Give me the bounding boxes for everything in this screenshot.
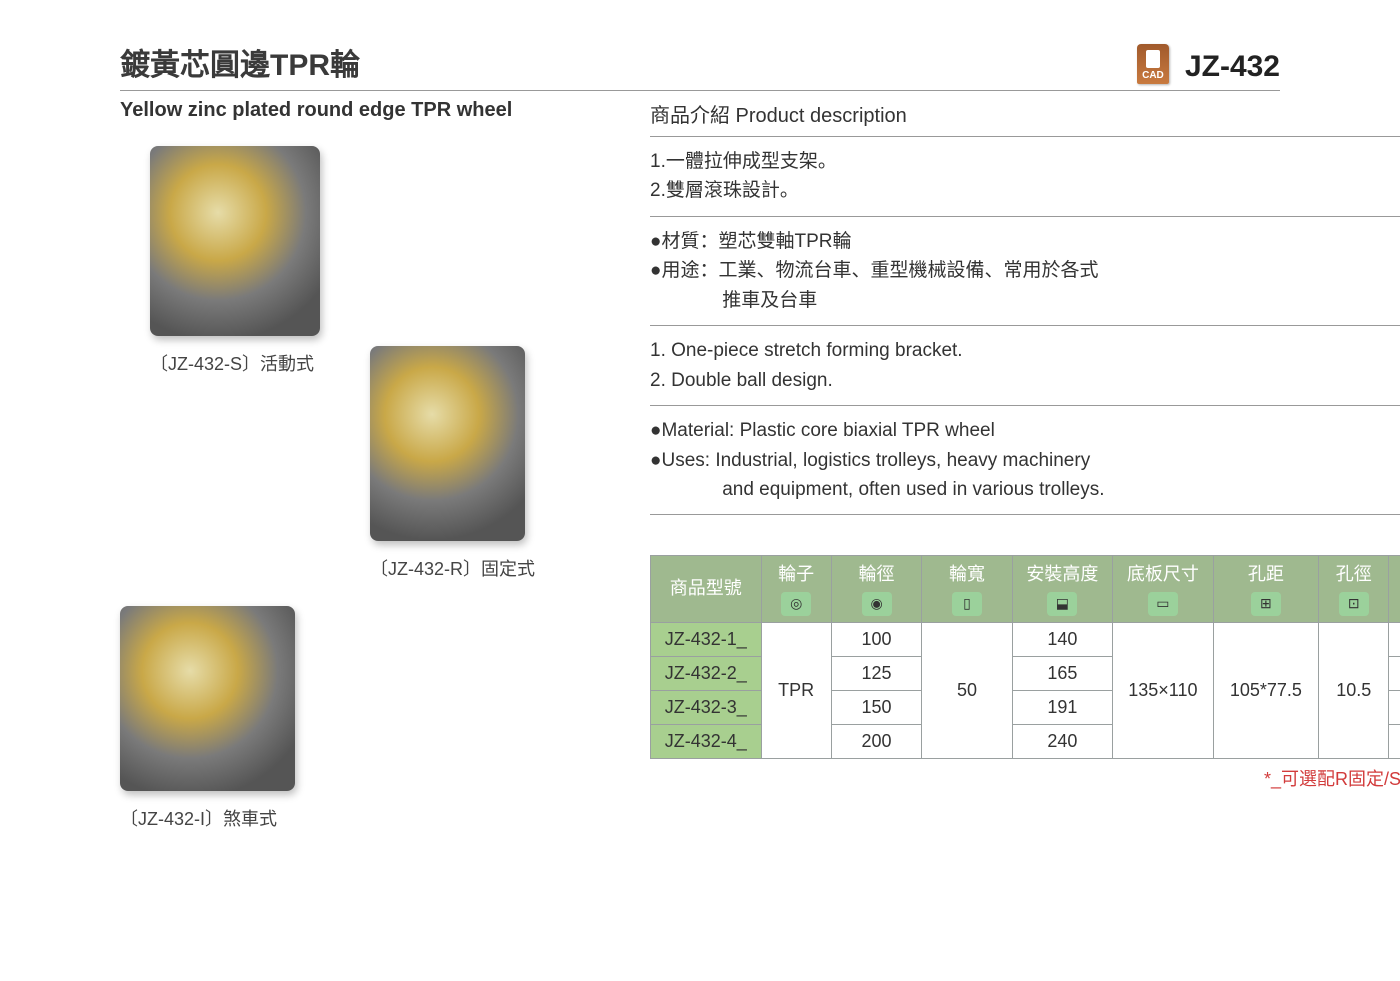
cell-diameter: 200 xyxy=(831,724,921,758)
caster-swivel-photo xyxy=(150,146,320,336)
image-brake: 〔JZ-432-I〕煞車式 xyxy=(120,606,630,831)
desc-cn-uses-1: ●用途：工業、物流台車、重型機械設備、常用於各式 xyxy=(650,256,1400,285)
desc-cn-1: 1.一體拉伸成型支架。 xyxy=(650,147,1400,176)
cell-wheel: TPR xyxy=(761,622,831,758)
th-wheel-label: 輪子 xyxy=(768,562,825,587)
th-hole-dist-label: 孔距 xyxy=(1220,562,1313,587)
desc-en-bullets: ●Material: Plastic core biaxial TPR whee… xyxy=(650,416,1400,504)
cell-height: 191 xyxy=(1012,690,1112,724)
th-plate-label: 底板尺寸 xyxy=(1119,562,1206,587)
th-wheel: 輪子 ◎ xyxy=(761,556,831,622)
desc-en-uses-2: and equipment, often used in various tro… xyxy=(650,475,1400,504)
cell-hole-dist: 105*77.5 xyxy=(1213,622,1319,758)
th-diameter-label: 輪徑 xyxy=(838,562,915,587)
table-row: JZ-432-1_ TPR 100 50 140 135×110 105*77.… xyxy=(651,622,1400,656)
table-header-row: 商品型號 輪子 ◎ 輪徑 ◉ 輪寬 ▯ xyxy=(651,556,1400,622)
desc-cn-numbered: 1.一體拉伸成型支架。 2.雙層滾珠設計。 xyxy=(650,147,1400,206)
caption-swivel: 〔JZ-432-S〕活動式 xyxy=(150,350,314,376)
spec-table-wrap: 商品型號 輪子 ◎ 輪徑 ◉ 輪寬 ▯ xyxy=(650,555,1400,790)
caption-rigid: 〔JZ-432-R〕固定式 xyxy=(370,555,535,581)
th-width-label: 輪寬 xyxy=(928,562,1005,587)
caster-brake-photo xyxy=(120,606,295,791)
page-header: 鍍黃芯圓邊TPR輪 CAD JZ-432 xyxy=(120,40,1280,91)
desc-cn-2: 2.雙層滾珠設計。 xyxy=(650,176,1400,205)
th-hole-dia: 孔徑 ⊡ xyxy=(1319,556,1389,622)
width-icon: ▯ xyxy=(952,592,982,616)
th-height: 安裝高度 ⬓ xyxy=(1012,556,1112,622)
desc-en-1: 1. One-piece stretch forming bracket. xyxy=(650,336,1400,365)
cell-width: 50 xyxy=(922,622,1012,758)
cad-icon: CAD xyxy=(1137,44,1169,84)
cell-load: 280 xyxy=(1389,656,1400,690)
right-column: 商品介紹 Product description 1.一體拉伸成型支架。 2.雙… xyxy=(650,99,1400,866)
desc-cn-material: ●材質：塑芯雙軸TPR輪 xyxy=(650,227,1400,256)
desc-en-2: 2. Double ball design. xyxy=(650,366,1400,395)
cell-load: 400 xyxy=(1389,724,1400,758)
caster-rigid-photo xyxy=(370,346,525,541)
table-footnote: *_可選配R固定/S活動/I煞車* xyxy=(650,765,1400,791)
diameter-icon: ◉ xyxy=(862,592,892,616)
divider xyxy=(650,405,1400,406)
cell-height: 240 xyxy=(1012,724,1112,758)
image-rigid: 〔JZ-432-R〕固定式 xyxy=(370,346,535,581)
left-column: Yellow zinc plated round edge TPR wheel … xyxy=(120,99,630,866)
desc-cn-uses-2: 推車及台車 xyxy=(650,286,1400,315)
content-row: Yellow zinc plated round edge TPR wheel … xyxy=(120,99,1280,866)
th-hole-dia-label: 孔徑 xyxy=(1325,562,1382,587)
th-model: 商品型號 xyxy=(651,556,762,622)
desc-en-numbered: 1. One-piece stretch forming bracket. 2.… xyxy=(650,336,1400,395)
plate-icon: ▭ xyxy=(1148,592,1178,616)
desc-en-material: ●Material: Plastic core biaxial TPR whee… xyxy=(650,416,1400,445)
caption-brake: 〔JZ-432-I〕煞車式 xyxy=(120,805,277,831)
cell-diameter: 125 xyxy=(831,656,921,690)
title-chinese: 鍍黃芯圓邊TPR輪 xyxy=(120,40,360,84)
model-code: JZ-432 xyxy=(1185,50,1280,84)
divider xyxy=(650,325,1400,326)
cell-height: 165 xyxy=(1012,656,1112,690)
cell-load: 250 xyxy=(1389,622,1400,656)
cell-plate: 135×110 xyxy=(1113,622,1213,758)
th-width: 輪寬 ▯ xyxy=(922,556,1012,622)
product-images: 〔JZ-432-S〕活動式 〔JZ-432-R〕固定式 xyxy=(120,146,630,606)
cell-diameter: 150 xyxy=(831,690,921,724)
cell-height: 140 xyxy=(1012,622,1112,656)
title-english: Yellow zinc plated round edge TPR wheel xyxy=(120,99,630,122)
desc-cn-bullets: ●材質：塑芯雙軸TPR輪 ●用途：工業、物流台車、重型機械設備、常用於各式 推車… xyxy=(650,227,1400,315)
cell-model: JZ-432-2_ xyxy=(651,656,762,690)
cell-load: 350 xyxy=(1389,690,1400,724)
th-height-label: 安裝高度 xyxy=(1019,562,1106,587)
image-swivel: 〔JZ-432-S〕活動式 xyxy=(150,146,320,376)
divider xyxy=(650,216,1400,217)
desc-en-uses-1: ●Uses: Industrial, logistics trolleys, h… xyxy=(650,446,1400,475)
divider xyxy=(650,514,1400,515)
cell-model: JZ-432-4_ xyxy=(651,724,762,758)
hole-dia-icon: ⊡ xyxy=(1339,592,1369,616)
cell-hole-dia: 10.5 xyxy=(1319,622,1389,758)
description-heading: 商品介紹 Product description xyxy=(650,99,1400,137)
header-right: CAD JZ-432 xyxy=(1137,44,1280,84)
wheel-icon: ◎ xyxy=(781,592,811,616)
cell-diameter: 100 xyxy=(831,622,921,656)
th-load-label: 荷重 (KG) xyxy=(1395,576,1400,601)
image-brake-wrap: 〔JZ-432-I〕煞車式 xyxy=(120,606,630,866)
th-plate: 底板尺寸 ▭ xyxy=(1113,556,1213,622)
cell-model: JZ-432-1_ xyxy=(651,622,762,656)
cad-label: CAD xyxy=(1142,70,1164,81)
th-diameter: 輪徑 ◉ xyxy=(831,556,921,622)
hole-dist-icon: ⊞ xyxy=(1251,592,1281,616)
spec-table: 商品型號 輪子 ◎ 輪徑 ◉ 輪寬 ▯ xyxy=(650,555,1400,758)
th-load: 荷重 (KG) xyxy=(1389,556,1400,622)
th-model-label: 商品型號 xyxy=(657,576,755,601)
th-hole-dist: 孔距 ⊞ xyxy=(1213,556,1319,622)
height-icon: ⬓ xyxy=(1047,592,1077,616)
cell-model: JZ-432-3_ xyxy=(651,690,762,724)
